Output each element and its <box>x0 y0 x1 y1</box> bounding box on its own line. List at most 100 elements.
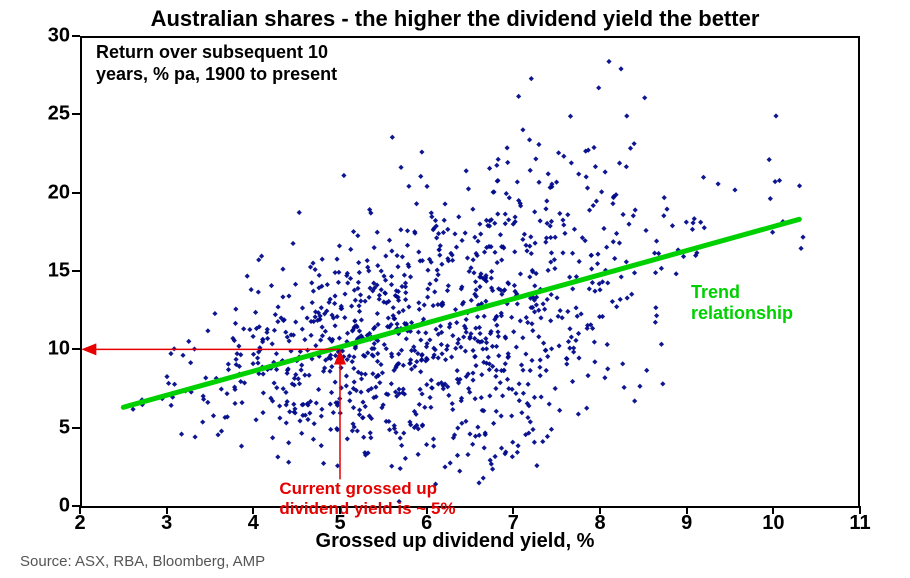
scatter-point <box>562 231 567 236</box>
scatter-point <box>405 228 410 233</box>
scatter-point <box>482 445 487 450</box>
scatter-point <box>325 282 330 287</box>
scatter-point <box>619 274 624 279</box>
y-tick-label: 0 <box>10 495 70 518</box>
scatter-point <box>534 463 539 468</box>
scatter-point <box>408 361 413 366</box>
scatter-point <box>567 274 572 279</box>
scatter-point <box>469 298 474 303</box>
scatter-point <box>684 220 689 225</box>
scatter-point <box>432 289 437 294</box>
scatter-point <box>297 210 302 215</box>
scatter-point <box>332 270 337 275</box>
scatter-point <box>344 373 349 378</box>
scatter-point <box>481 475 486 480</box>
scatter-point <box>241 326 246 331</box>
x-tick-mark <box>426 506 428 514</box>
scatter-point <box>654 238 659 243</box>
scatter-point <box>528 168 533 173</box>
scatter-point <box>523 243 528 248</box>
x-tick-label: 2 <box>74 512 85 535</box>
scatter-point <box>576 411 581 416</box>
x-tick-label: 4 <box>248 512 259 535</box>
scatter-point <box>510 454 515 459</box>
x-tick-label: 11 <box>849 512 870 535</box>
scatter-point <box>270 341 275 346</box>
scatter-point <box>455 368 460 373</box>
scatter-point <box>341 173 346 178</box>
scatter-point <box>546 268 551 273</box>
scatter-point <box>499 446 504 451</box>
scatter-point <box>403 297 408 302</box>
scatter-point <box>274 351 279 356</box>
scatter-point <box>520 368 525 373</box>
scatter-point <box>528 368 533 373</box>
scatter-point <box>233 321 238 326</box>
scatter-point <box>360 415 365 420</box>
scatter-point <box>532 209 537 214</box>
scatter-point <box>643 228 648 233</box>
scatter-point <box>255 355 260 360</box>
scatter-point <box>358 292 363 297</box>
scatter-point <box>444 347 449 352</box>
scatter-point <box>319 414 324 419</box>
scatter-point <box>383 253 388 258</box>
scatter-point <box>439 342 444 347</box>
scatter-point <box>525 320 530 325</box>
scatter-point <box>528 419 533 424</box>
scatter-point <box>529 321 534 326</box>
scatter-point <box>470 207 475 212</box>
scatter-point <box>455 425 460 430</box>
scatter-point <box>597 314 602 319</box>
scatter-point <box>570 379 575 384</box>
scatter-point <box>402 273 407 278</box>
scatter-point <box>515 179 520 184</box>
scatter-point <box>529 76 534 81</box>
scatter-point <box>453 307 458 312</box>
y-tick-label: 30 <box>10 25 70 48</box>
scatter-point <box>592 339 597 344</box>
scatter-point <box>490 467 495 472</box>
scatter-point <box>331 410 336 415</box>
scatter-point <box>431 436 436 441</box>
y-tick-mark <box>72 270 80 272</box>
scatter-point <box>352 318 357 323</box>
scatter-point <box>273 312 278 317</box>
scatter-point <box>624 164 629 169</box>
scatter-point <box>539 394 544 399</box>
scatter-point <box>405 243 410 248</box>
x-tick-mark <box>512 506 514 514</box>
scatter-point <box>544 368 549 373</box>
scatter-point <box>681 254 686 259</box>
scatter-point <box>479 395 484 400</box>
scatter-point <box>465 255 470 260</box>
scatter-point <box>482 314 487 319</box>
scatter-point <box>422 405 427 410</box>
scatter-point <box>284 420 289 425</box>
scatter-point <box>286 460 291 465</box>
scatter-point <box>512 249 517 254</box>
scatter-point <box>569 160 574 165</box>
scatter-point <box>566 339 571 344</box>
chart-title: Australian shares - the higher the divid… <box>0 6 910 32</box>
scatter-point <box>554 295 559 300</box>
scatter-point <box>487 393 492 398</box>
scatter-point <box>291 402 296 407</box>
scatter-point <box>625 295 630 300</box>
scatter-point <box>398 227 403 232</box>
x-tick-mark <box>79 506 81 514</box>
scatter-point <box>186 339 191 344</box>
scatter-point <box>269 283 274 288</box>
scatter-point <box>716 181 721 186</box>
scatter-point <box>690 227 695 232</box>
scatter-point <box>347 390 352 395</box>
scatter-point <box>438 243 443 248</box>
y-tick-label: 10 <box>10 338 70 361</box>
scatter-point <box>425 268 430 273</box>
scatter-point <box>592 359 597 364</box>
scatter-point <box>345 280 350 285</box>
scatter-point <box>329 364 334 369</box>
scatter-point <box>570 286 575 291</box>
scatter-point <box>653 305 658 310</box>
scatter-point <box>442 201 447 206</box>
